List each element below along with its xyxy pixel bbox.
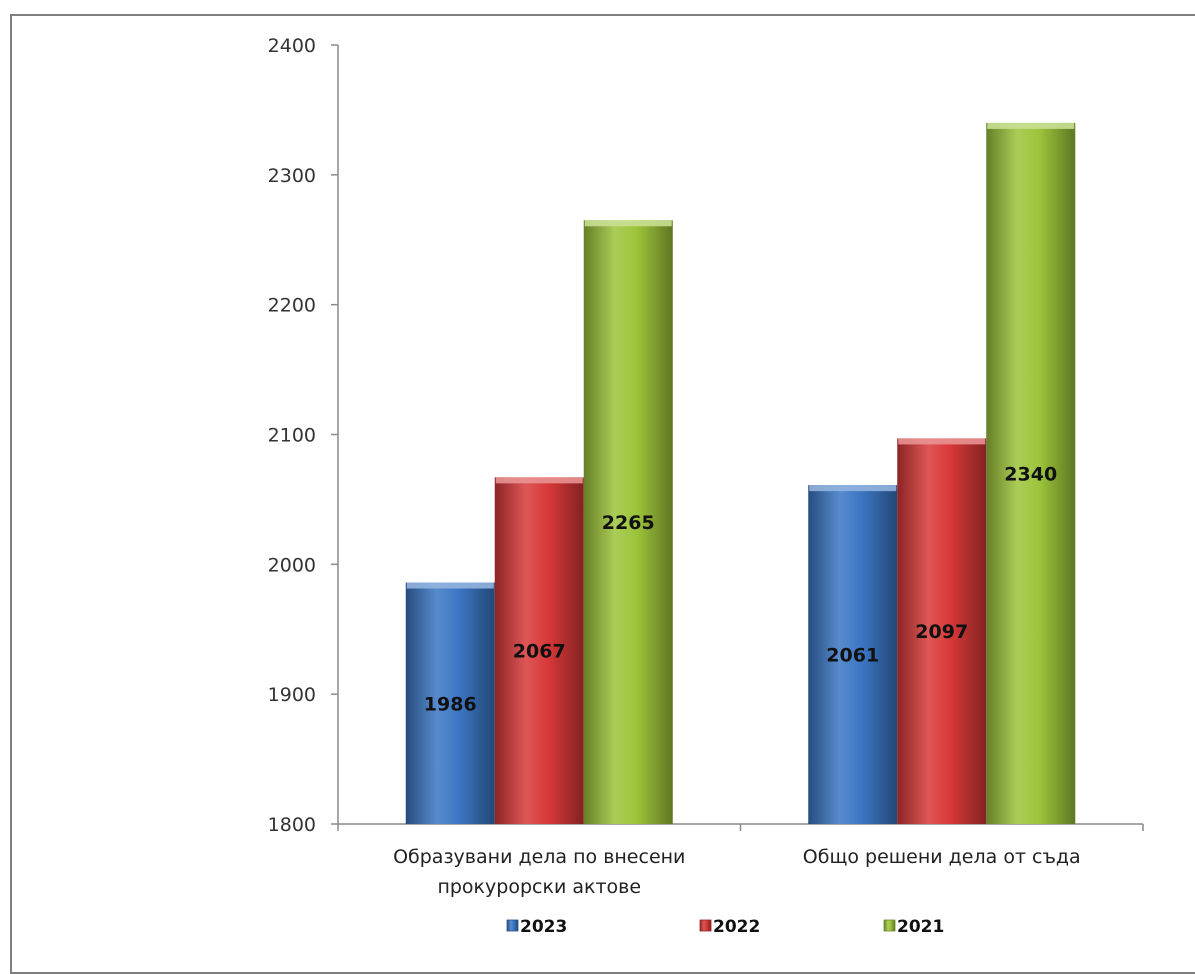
bar-top-highlight xyxy=(406,582,494,589)
bar xyxy=(897,438,987,824)
legend-swatch xyxy=(699,919,712,932)
y-tick-label: 2200 xyxy=(268,295,316,317)
y-tick-label: 1800 xyxy=(268,814,316,836)
y-tick-label: 2100 xyxy=(268,425,316,447)
y-tick-label: 2300 xyxy=(268,165,316,187)
data-label: 2340 xyxy=(1004,463,1057,485)
category-label: Общо решени дела от съда xyxy=(803,846,1081,868)
y-tick-label: 2000 xyxy=(268,554,316,576)
data-labels: 1986 2067 2265 2061 2097 2340 xyxy=(424,463,1057,715)
data-label: 2061 xyxy=(826,645,879,667)
category-label: Образувани дела по внесени xyxy=(393,846,685,868)
legend-swatch xyxy=(883,919,896,932)
bar-top-highlight xyxy=(809,485,897,492)
y-tick-label: 2400 xyxy=(268,35,316,57)
category-label: прокурорски актове xyxy=(437,876,641,898)
bar-top-highlight xyxy=(495,477,583,484)
bar xyxy=(986,122,1076,824)
bar xyxy=(808,485,898,824)
bar-top-highlight xyxy=(898,438,986,445)
y-tick-label: 1900 xyxy=(268,684,316,706)
data-label: 2265 xyxy=(602,512,655,534)
legend-label: 2023 xyxy=(520,917,567,937)
bar xyxy=(583,220,673,824)
bar-top-highlight xyxy=(584,220,672,227)
bar-top-highlight xyxy=(987,122,1075,129)
legend-label: 2022 xyxy=(713,917,760,937)
legend-swatch xyxy=(506,919,519,932)
legend-label: 2021 xyxy=(897,917,944,937)
legend: 2023 2022 2021 xyxy=(506,917,944,937)
bar xyxy=(405,582,495,824)
category-labels: Образувани дела по внесени прокурорски ак… xyxy=(393,846,1081,898)
data-label: 1986 xyxy=(424,693,477,715)
data-label: 2097 xyxy=(915,621,968,643)
data-label: 2067 xyxy=(513,641,566,663)
bars xyxy=(405,122,1076,824)
bar xyxy=(494,477,584,824)
